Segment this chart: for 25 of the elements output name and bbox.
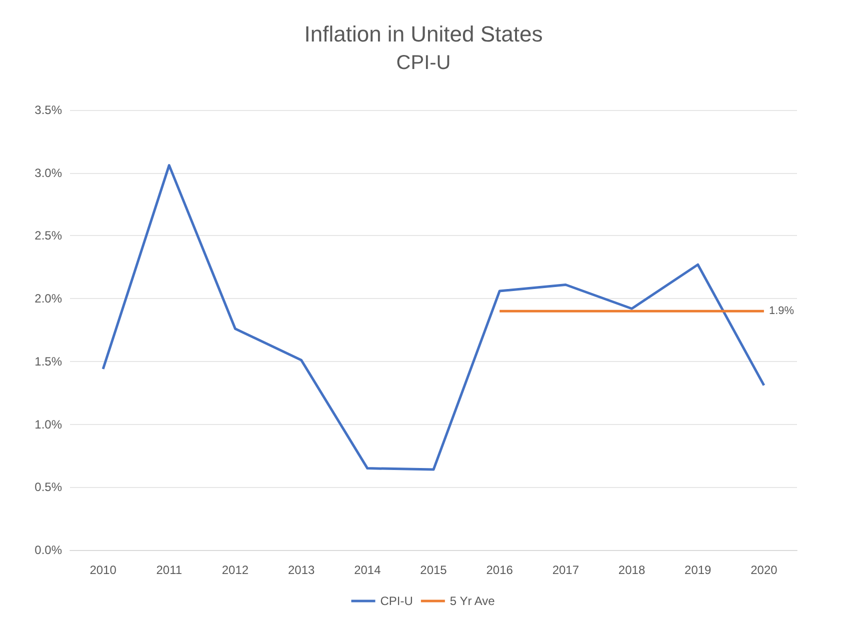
x-tick-label: 2015 [420,563,448,577]
chart-subtitle: CPI-U [396,52,451,74]
legend-label: 5 Yr Ave [450,594,496,608]
y-tick-label: 1.5% [34,354,62,368]
chart-title: Inflation in United States [304,22,543,46]
x-tick-label: 2018 [618,563,646,577]
x-tick-label: 2011 [156,563,182,577]
y-tick-label: 1.0% [34,417,62,432]
x-tick-label: 2020 [750,563,778,577]
x-tick-label: 2017 [552,563,580,577]
y-tick-label: 3.5% [34,103,62,117]
y-tick-label: 3.0% [34,166,62,180]
x-tick-label: 2013 [288,563,315,577]
legend-label: CPI-U [380,594,413,608]
y-tick-label: 0.0% [34,543,62,557]
data-label: 1.9% [768,305,794,318]
y-tick-label: 2.5% [34,228,62,243]
x-tick-label: 2012 [222,563,249,577]
x-tick-label: 2016 [486,563,514,577]
line-series [102,164,766,471]
y-tick-label: 0.5% [34,480,62,494]
x-tick-label: 2019 [684,563,712,577]
y-tick-label: 2.0% [34,292,62,306]
x-tick-label: 2010 [90,563,117,577]
x-tick-label: 2014 [354,563,382,577]
